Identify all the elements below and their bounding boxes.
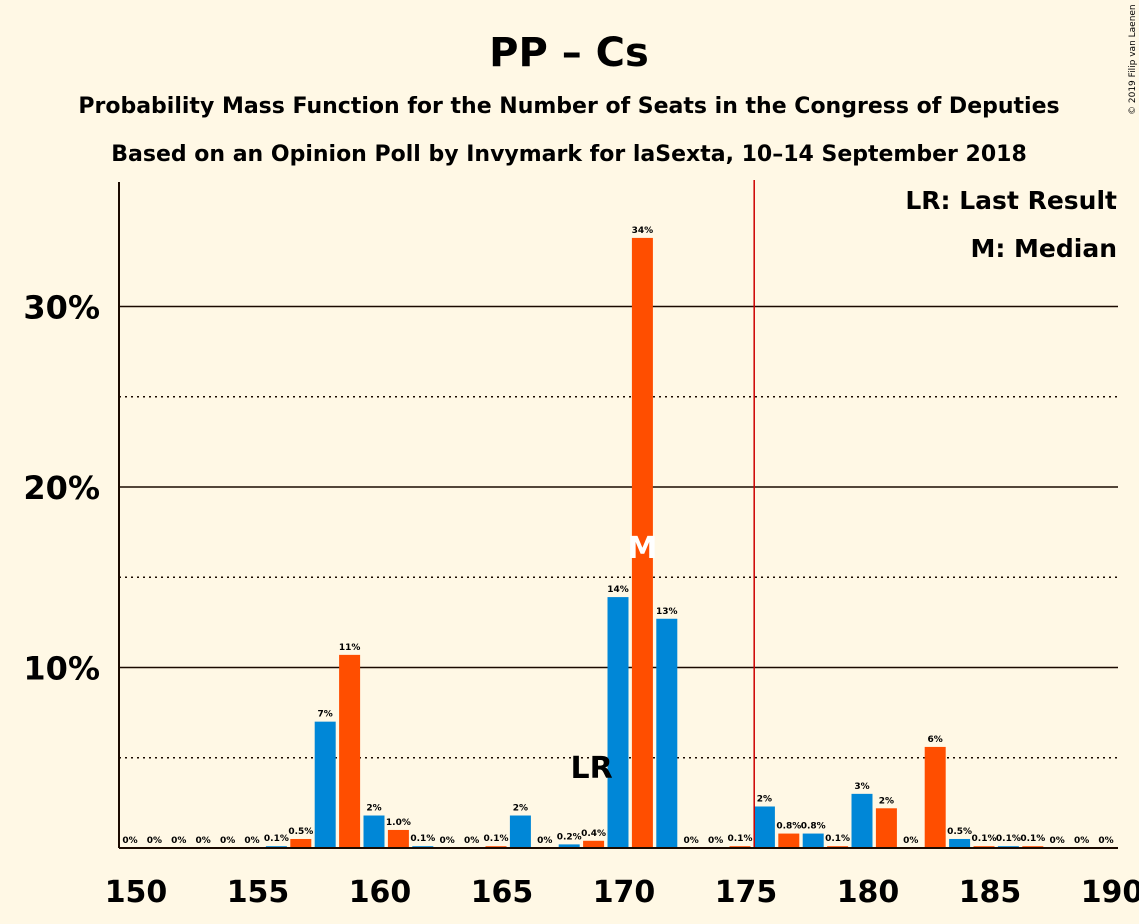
- last-result-marker: LR: [570, 751, 612, 786]
- y-tick-label: 30%: [23, 289, 100, 327]
- chart-subtitle: Probability Mass Function for the Number…: [78, 94, 1059, 119]
- data-label: 0%: [903, 836, 918, 846]
- bar: [314, 721, 336, 848]
- data-label: 6%: [928, 735, 943, 745]
- chart-subtitle-2: Based on an Opinion Poll by Invymark for…: [111, 142, 1027, 167]
- data-label: 1.0%: [386, 818, 411, 828]
- bar: [558, 844, 580, 848]
- legend-last-result: LR: Last Result: [905, 186, 1117, 215]
- x-tick-label: 175: [715, 875, 778, 910]
- data-label: 2%: [879, 796, 894, 806]
- x-tick-label: 155: [227, 875, 290, 910]
- y-tick-label: 10%: [23, 650, 100, 688]
- bars: 0% 0% 0% 0% 0% 0% 0.1%0.5%7%11%2%1.0%0.1% 0% 0% 0…: [122, 180, 1114, 848]
- data-label: 11%: [339, 643, 361, 653]
- data-label: 0.5%: [947, 827, 972, 837]
- data-label: 0%: [684, 836, 699, 846]
- bar: [753, 806, 775, 848]
- bar: [778, 833, 800, 848]
- data-label: 0%: [440, 836, 455, 846]
- x-tick-label: 160: [349, 875, 412, 910]
- bar: [583, 840, 605, 848]
- copyright: © 2019 Filip van Laenen: [1128, 4, 1138, 115]
- data-label: 0%: [708, 836, 723, 846]
- data-label: 0.1%: [728, 834, 753, 844]
- y-tick-label: 20%: [23, 469, 100, 507]
- bar: [290, 838, 312, 848]
- x-tick-label: 165: [471, 875, 534, 910]
- bar: [631, 237, 653, 848]
- bar: [875, 808, 897, 848]
- grid: 10% 20% 30%: [23, 289, 1118, 759]
- data-label: 0.1%: [264, 834, 289, 844]
- data-label: 0%: [147, 836, 162, 846]
- data-label: 13%: [656, 607, 678, 617]
- data-label: 0.1%: [410, 834, 435, 844]
- data-label: 0%: [1074, 836, 1089, 846]
- data-label: 0%: [1050, 836, 1065, 846]
- data-label: 0%: [244, 836, 259, 846]
- data-label: 0%: [196, 836, 211, 846]
- data-label: 2%: [366, 804, 381, 814]
- bar: [339, 654, 361, 848]
- median-marker: M: [627, 531, 657, 566]
- data-label: 0%: [537, 836, 552, 846]
- x-tick-label: 180: [837, 875, 900, 910]
- data-label: 0.1%: [972, 834, 997, 844]
- data-label: 0.5%: [288, 827, 313, 837]
- data-label: 14%: [607, 585, 629, 595]
- bar: [363, 815, 385, 848]
- x-tick-label: 190: [1081, 875, 1139, 910]
- bar: [509, 815, 531, 848]
- legend-median: M: Median: [970, 234, 1117, 263]
- x-tick-label: 150: [105, 875, 168, 910]
- data-label: 0%: [1098, 836, 1113, 846]
- data-label: 0.8%: [776, 822, 801, 832]
- bar: [802, 833, 824, 848]
- bar: [949, 838, 971, 848]
- data-label: 0.1%: [825, 834, 850, 844]
- data-label: 7%: [318, 710, 333, 720]
- data-label: 0.1%: [996, 834, 1021, 844]
- data-label: 34%: [632, 226, 654, 236]
- data-label: 0%: [464, 836, 479, 846]
- data-label: 0.1%: [484, 834, 509, 844]
- data-label: 2%: [757, 794, 772, 804]
- data-label: 0%: [122, 836, 137, 846]
- data-label: 0.8%: [801, 822, 826, 832]
- bar: [607, 597, 629, 848]
- chart-title: PP – Cs: [489, 30, 649, 76]
- x-tick-label: 185: [959, 875, 1022, 910]
- bar: [851, 793, 873, 848]
- data-label: 0.4%: [581, 829, 606, 839]
- data-label: 0%: [220, 836, 235, 846]
- bar: [924, 746, 946, 848]
- axes: 150 155 160 165 170 175 180 185 190: [105, 182, 1139, 910]
- data-label: 0%: [171, 836, 186, 846]
- bar: [387, 829, 409, 848]
- bar: [656, 618, 678, 848]
- data-label: 0.2%: [557, 832, 582, 842]
- x-tick-label: 170: [593, 875, 656, 910]
- data-label: 2%: [513, 804, 528, 814]
- data-label: 3%: [854, 782, 869, 792]
- data-label: 0.1%: [1020, 834, 1045, 844]
